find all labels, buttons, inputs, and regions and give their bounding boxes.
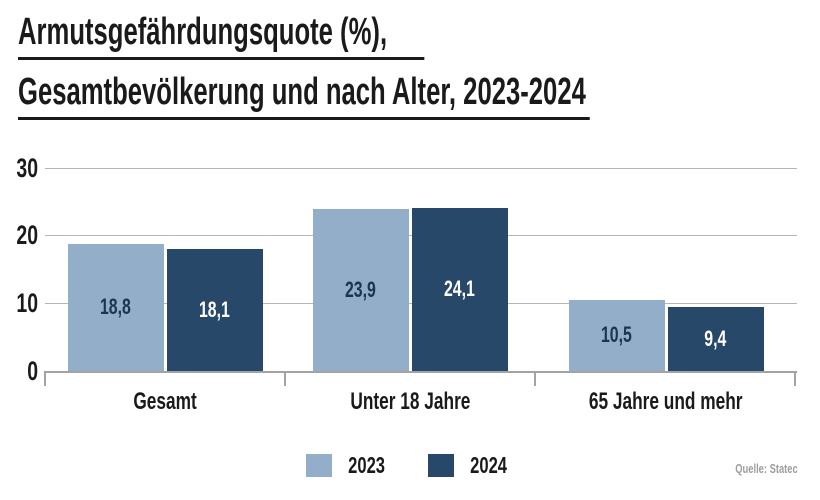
bar-value-label-2023-65-jahre-und-mehr: 10,5 — [569, 300, 665, 371]
bar-value-label-2023-unter-18-jahre-text: 23,9 — [345, 277, 376, 303]
y-axis-label-10: 10 — [0, 287, 38, 318]
bar-value-label-2023-gesamt: 18,8 — [68, 244, 164, 371]
source-note: Quelle: Statec — [711, 461, 798, 476]
bar-2024-gesamt: 18,1 — [166, 248, 263, 371]
bar-2023-gesamt: 18,8 — [67, 243, 164, 371]
bar-2023-65-jahre-und-mehr: 10,5 — [568, 299, 665, 371]
category-label-gesamt: Gesamt — [45, 386, 285, 418]
gridline-30 — [45, 167, 797, 169]
chart-title-line2: Gesamtbevölkerung und nach Alter, 2023-2… — [18, 70, 820, 120]
category-label-65-jahre-und-mehr-text: 65 Jahre und mehr — [589, 388, 743, 415]
legend-swatch-2023 — [305, 454, 332, 477]
bar-2024-unter-18-jahre: 24,1 — [411, 207, 508, 371]
y-axis-label-30-text: 30 — [16, 152, 38, 183]
bar-value-label-2024-65-jahre-und-mehr-text: 9,4 — [704, 326, 727, 352]
legend-label-2024: 2024 — [470, 452, 508, 478]
legend-item-2024: 2024 — [428, 452, 514, 479]
legend-item-2023: 2023 — [305, 452, 392, 479]
y-axis-label-0: 0 — [0, 355, 38, 386]
bar-2023-unter-18-jahre: 23,9 — [312, 209, 409, 371]
legend-label-2023: 2023 — [347, 452, 385, 478]
y-axis-label-0-text: 0 — [27, 355, 38, 386]
y-axis-label-20: 20 — [0, 220, 38, 251]
bar-value-label-2023-unter-18-jahre: 23,9 — [313, 209, 409, 371]
x-axis-tick-1 — [284, 371, 286, 386]
category-label-unter-18-jahre: Unter 18 Jahre — [285, 386, 535, 418]
bar-value-label-2023-gesamt-text: 18,8 — [100, 294, 131, 320]
bar-value-label-2024-unter-18-jahre: 24,1 — [412, 208, 508, 371]
x-axis-tick-3 — [794, 371, 796, 386]
bar-value-label-2024-gesamt-text: 18,1 — [199, 296, 230, 322]
source-note-text: Quelle: Statec — [735, 461, 798, 476]
chart-title-line1-text: Armutsgefährdungsquote (%), — [18, 10, 425, 60]
x-axis-tick-0 — [44, 371, 46, 386]
chart-title: Armutsgefährdungsquote (%), Gesamtbevölk… — [18, 10, 820, 130]
bar-2024-65-jahre-und-mehr: 9,4 — [667, 307, 764, 371]
y-axis-label-20-text: 20 — [16, 220, 38, 251]
chart-title-line2-text: Gesamtbevölkerung und nach Alter, 2023-2… — [18, 70, 590, 120]
x-axis-line — [45, 371, 797, 373]
category-label-gesamt-text: Gesamt — [133, 388, 197, 415]
bar-value-label-2024-65-jahre-und-mehr: 9,4 — [668, 307, 764, 371]
bar-value-label-2024-unter-18-jahre-text: 24,1 — [444, 276, 475, 302]
legend-swatch-2024 — [428, 454, 454, 477]
x-axis-tick-2 — [534, 371, 536, 386]
y-axis-label-10-text: 10 — [16, 287, 38, 318]
bar-value-label-2023-65-jahre-und-mehr-text: 10,5 — [601, 322, 632, 348]
chart-title-line1: Armutsgefährdungsquote (%), — [18, 10, 820, 60]
y-axis-label-30: 30 — [0, 152, 38, 183]
category-label-65-jahre-und-mehr: 65 Jahre und mehr — [535, 386, 797, 418]
category-label-unter-18-jahre-text: Unter 18 Jahre — [349, 388, 471, 415]
legend: 2023 2024 — [0, 452, 820, 479]
bar-value-label-2024-gesamt: 18,1 — [167, 249, 263, 371]
